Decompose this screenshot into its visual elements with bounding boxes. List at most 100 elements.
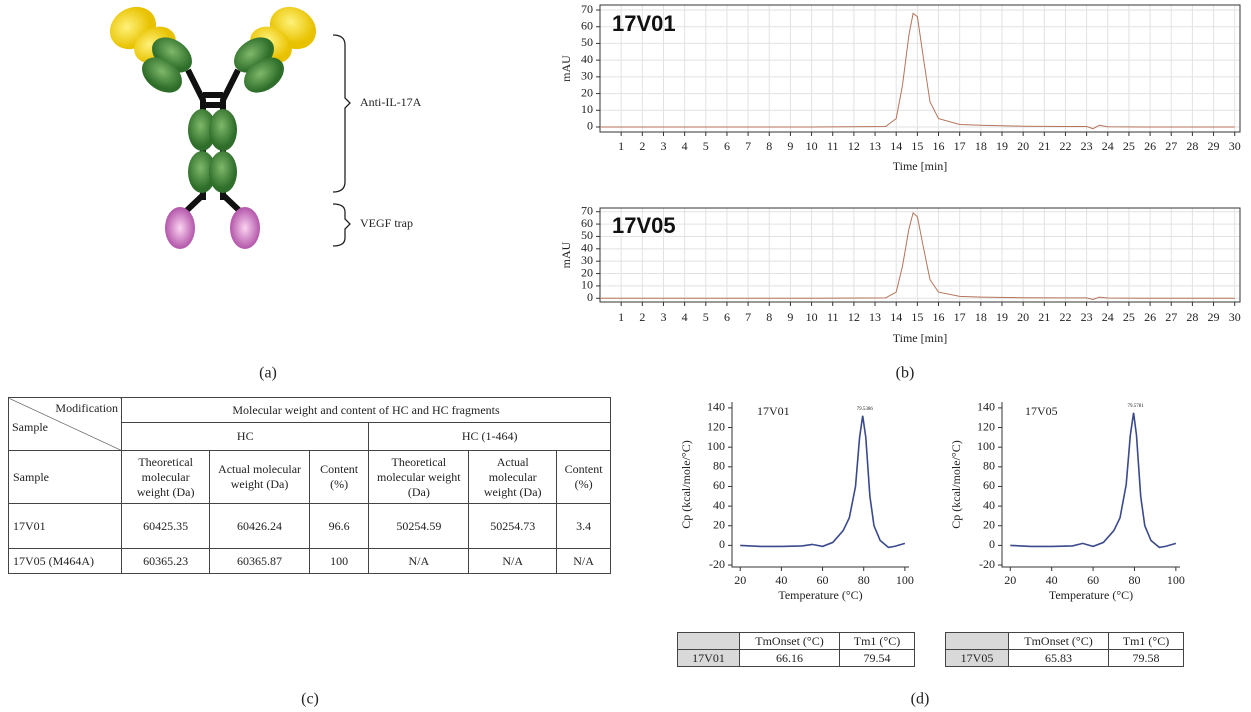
cell: 60365.87 <box>209 548 310 574</box>
cell: 17V01 <box>677 649 740 667</box>
plot-frame <box>599 207 1241 303</box>
header-cell: Actual molecular weight (Da) <box>468 450 558 504</box>
x-tick-label: 6 <box>724 310 730 324</box>
x-tick-label: 27 <box>1165 310 1177 324</box>
x-tick-label: 4 <box>682 139 688 153</box>
chart-title: 17V01 <box>612 11 676 36</box>
y-tick-label: 50 <box>581 35 593 49</box>
y-tick-label: 60 <box>713 478 725 492</box>
x-tick-label: 22 <box>1059 310 1071 324</box>
panel-label: (a) <box>259 365 277 382</box>
x-tick-label: 2 <box>639 139 645 153</box>
y-tick-label: 50 <box>581 228 593 242</box>
axes <box>1001 402 1180 568</box>
y-tick-label: 60 <box>581 216 593 230</box>
x-tick-label: 19 <box>996 139 1008 153</box>
y-tick-label: 60 <box>581 18 593 32</box>
panel-label: (c) <box>301 691 319 708</box>
diagram-label: VEGF trap <box>360 216 413 230</box>
x-tick-label: 80 <box>1128 573 1140 587</box>
y-tick-label: 20 <box>581 265 593 279</box>
x-tick-label: 27 <box>1165 139 1177 153</box>
x-tick-label: 10 <box>806 310 818 324</box>
table-d: TmOnset (°C) Tm1 (°C) 17V05 65.83 79.58 <box>945 632 1184 667</box>
x-tick-label: 15 <box>911 310 923 324</box>
x-tick-label: 20 <box>734 573 746 587</box>
cell: 66.16 <box>739 649 840 667</box>
header-cell: TmOnset (°C) <box>739 632 840 650</box>
cell: 17V01 <box>7 503 123 549</box>
chart-title: 17V05 <box>1025 404 1058 418</box>
cell: N/A <box>556 548 611 574</box>
x-tick-label: 60 <box>1087 573 1099 587</box>
data-line <box>600 211 1235 301</box>
x-tick-label: 9 <box>787 310 793 324</box>
x-tick-label: 28 <box>1186 139 1198 153</box>
header-cell: Theoretical molecular weight (Da) <box>121 450 211 504</box>
cell: 50254.59 <box>368 503 470 549</box>
y-tick-label: 40 <box>713 498 725 512</box>
x-tick-label: 21 <box>1038 139 1050 153</box>
y-tick-label: 60 <box>983 478 995 492</box>
y-axis-label: Cp (kcal/mole/°C) <box>679 440 693 528</box>
x-axis-label: Temperature (°C) <box>778 588 862 602</box>
x-tick-label: 12 <box>848 310 860 324</box>
x-tick-label: 3 <box>660 139 666 153</box>
x-tick-label: 21 <box>1038 310 1050 324</box>
x-tick-label: 17 <box>954 310 966 324</box>
x-tick-label: 20 <box>1004 573 1016 587</box>
x-tick-label: 16 <box>933 310 945 324</box>
cell: 100 <box>308 548 370 574</box>
cell: 60425.35 <box>121 503 211 549</box>
x-tick-label: 40 <box>775 573 787 587</box>
y-tick-label: 80 <box>713 459 725 473</box>
x-axis-label: Time [min] <box>893 331 948 345</box>
y-tick-label: 140 <box>707 400 725 414</box>
data-line <box>600 12 1235 130</box>
x-tick-label: 13 <box>869 310 881 324</box>
panel-label: (d) <box>911 691 930 708</box>
cell-text: Modification <box>55 401 119 415</box>
y-tick-label: 10 <box>581 102 593 116</box>
x-axis-label: Temperature (°C) <box>1049 588 1133 602</box>
y-tick-label: 0 <box>719 537 725 551</box>
cell: N/A <box>368 548 470 574</box>
x-tick-label: 6 <box>724 139 730 153</box>
x-tick-label: 26 <box>1144 139 1156 153</box>
cell: 60365.23 <box>121 548 211 574</box>
y-tick-label: 80 <box>983 459 995 473</box>
x-tick-label: 28 <box>1186 310 1198 324</box>
x-tick-label: 15 <box>911 139 923 153</box>
diagram-label: Anti-IL-17A <box>360 95 422 109</box>
x-tick-label: 20 <box>1017 310 1029 324</box>
header-cell: Actual molecular weight (Da) <box>209 450 310 504</box>
x-tick-label: 29 <box>1208 139 1220 153</box>
corner-cell <box>945 632 1009 650</box>
cell: 79.54 <box>839 649 915 667</box>
x-tick-label: 14 <box>890 310 902 324</box>
y-tick-label: 20 <box>581 85 593 99</box>
x-tick-label: 18 <box>975 139 987 153</box>
x-tick-label: 10 <box>806 139 818 153</box>
table-d: TmOnset (°C) Tm1 (°C) 17V01 66.16 79.54 <box>677 632 915 667</box>
x-tick-label: 11 <box>827 139 839 153</box>
cell-text: Sample <box>12 420 48 434</box>
y-tick-label: 40 <box>581 241 593 255</box>
table-c: Modification Sample Molecular weight and… <box>7 397 611 574</box>
y-axis-label: mAU <box>559 241 573 268</box>
y-tick-label: 120 <box>707 419 725 433</box>
cell: 50254.73 <box>468 503 558 549</box>
corner-cell: Modification Sample <box>7 397 123 451</box>
x-tick-label: 24 <box>1102 139 1114 153</box>
y-axis-label: Cp (kcal/mole/°C) <box>949 440 963 528</box>
header-cell: Tm1 (°C) <box>1108 632 1184 650</box>
data-line <box>1010 412 1177 549</box>
panel-label: (b) <box>896 365 915 382</box>
x-tick-label: 5 <box>703 310 709 324</box>
y-tick-label: 20 <box>983 518 995 532</box>
header-cell: HC <box>121 422 370 451</box>
cell: 96.6 <box>308 503 370 549</box>
cell: 60426.24 <box>209 503 310 549</box>
x-tick-label: 9 <box>787 139 793 153</box>
